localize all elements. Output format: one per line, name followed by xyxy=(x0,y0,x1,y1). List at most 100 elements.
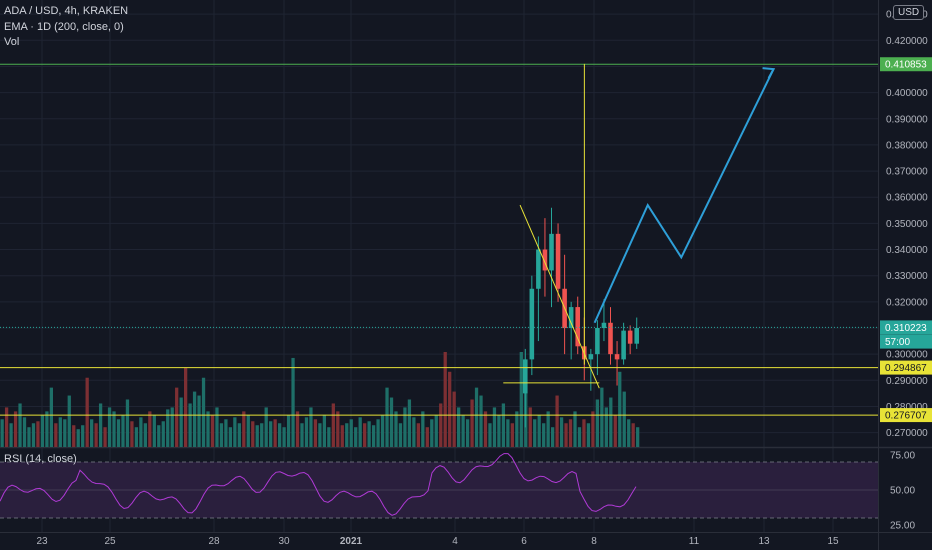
time-axis-tick: 13 xyxy=(758,536,770,547)
volume-bar xyxy=(210,415,215,447)
volume-bar xyxy=(586,423,591,447)
price-axis-tick: 0.340000 xyxy=(886,245,928,256)
rsi-axis-tick: 75.00 xyxy=(890,451,915,462)
descending-trendline xyxy=(519,204,600,389)
volume-bar xyxy=(18,403,22,447)
price-axis-tick: 0.290000 xyxy=(886,376,928,387)
volume-bar xyxy=(474,387,479,447)
volume-bar xyxy=(152,415,156,447)
volume-bar xyxy=(63,419,67,447)
volume-bar xyxy=(483,411,488,447)
rsi-axis-tick: 50.00 xyxy=(890,486,915,497)
price-label-box xyxy=(880,57,932,72)
volume-bar xyxy=(363,423,367,447)
volume-bar xyxy=(242,411,246,447)
volume-bar xyxy=(322,415,327,447)
volume-bar xyxy=(501,403,506,447)
volume-bar xyxy=(94,423,98,447)
volume-bar xyxy=(631,423,635,447)
price-axis-tick: 0.390000 xyxy=(886,114,928,125)
volume-bar xyxy=(224,419,228,447)
time-axis-tick: 6 xyxy=(521,536,527,547)
price-label-box xyxy=(880,360,932,375)
price-label-box xyxy=(880,334,932,349)
volume-bar xyxy=(318,423,322,447)
volume-bar xyxy=(233,417,237,447)
volume-bar xyxy=(439,403,443,447)
volume-bar xyxy=(627,419,631,447)
volume-bar xyxy=(340,425,344,447)
candle-body xyxy=(621,330,626,360)
rsi-axis-tick: 25.00 xyxy=(890,521,915,532)
volume-bar xyxy=(515,411,519,447)
price-label-resistance: 0.410853 xyxy=(885,60,927,71)
volume-bar xyxy=(546,411,550,447)
volume-bar xyxy=(179,397,183,447)
volume-bar xyxy=(273,419,277,447)
volume-bar xyxy=(600,387,604,447)
volume-bar xyxy=(376,419,380,447)
volume-bar xyxy=(613,415,617,447)
volume-bar xyxy=(618,371,622,447)
volume-legend[interactable]: Vol xyxy=(4,36,20,48)
volume-bar xyxy=(452,391,456,447)
volume-bar xyxy=(591,411,595,447)
candle-body xyxy=(568,307,574,328)
volume-bar xyxy=(537,415,541,447)
volume-bar xyxy=(130,421,134,447)
price-axis-tick: 0.380000 xyxy=(886,140,928,151)
volume-bar xyxy=(497,415,501,447)
volume-bar xyxy=(295,411,300,447)
candle-body xyxy=(627,330,633,344)
candle-body xyxy=(536,249,541,289)
candle-body xyxy=(542,249,548,271)
price-label-box xyxy=(880,320,932,335)
volume-bar xyxy=(36,421,40,447)
volume-bar xyxy=(9,423,13,447)
volume-bar xyxy=(58,417,62,447)
volume-bar xyxy=(103,427,107,447)
volume-bar xyxy=(157,425,161,447)
volume-bar xyxy=(219,423,224,447)
volume-bar xyxy=(425,427,429,447)
volume-bar xyxy=(27,427,31,447)
volume-bar xyxy=(465,419,470,447)
currency-badge[interactable]: USD xyxy=(893,5,925,20)
volume-bar xyxy=(13,411,18,447)
candle-body xyxy=(595,328,600,355)
volume-bar xyxy=(457,407,461,447)
candle-body xyxy=(634,328,640,344)
volume-bar xyxy=(448,371,452,447)
volume-bar xyxy=(349,419,353,447)
candle-body xyxy=(588,354,594,360)
time-axis-tick: 4 xyxy=(452,536,458,547)
rsi-legend[interactable]: RSI (14, close) xyxy=(4,453,77,465)
volume-bar xyxy=(264,407,268,447)
time-axis-tick: 2021 xyxy=(340,536,363,547)
volume-bar xyxy=(304,417,309,447)
price-label-support: 0.294867 xyxy=(885,363,927,374)
volume-bar xyxy=(76,429,80,447)
volume-bar xyxy=(201,377,206,447)
volume-bar xyxy=(380,415,385,447)
volume-bar xyxy=(434,415,438,447)
candle-body xyxy=(529,288,535,360)
price-axis-tick: 0.400000 xyxy=(886,88,928,99)
price-label-support: 0.276707 xyxy=(885,411,927,422)
volume-bar xyxy=(4,407,9,447)
volume-bar xyxy=(430,419,434,447)
volume-bar xyxy=(81,425,85,447)
symbol-legend[interactable]: ADA / USD, 4h, KRAKEN xyxy=(4,5,129,17)
volume-bar xyxy=(192,391,197,447)
volume-bar xyxy=(300,423,304,447)
volume-bar xyxy=(492,407,497,447)
volume-bar xyxy=(577,427,582,447)
volume-bar xyxy=(313,419,318,447)
volume-bar xyxy=(112,411,116,447)
ema-legend[interactable]: EMA · 1D (200, close, 0) xyxy=(4,21,124,33)
volume-bar xyxy=(269,421,273,447)
candle-body xyxy=(522,359,528,394)
candle-body xyxy=(614,354,620,360)
volume-bar xyxy=(336,411,340,447)
